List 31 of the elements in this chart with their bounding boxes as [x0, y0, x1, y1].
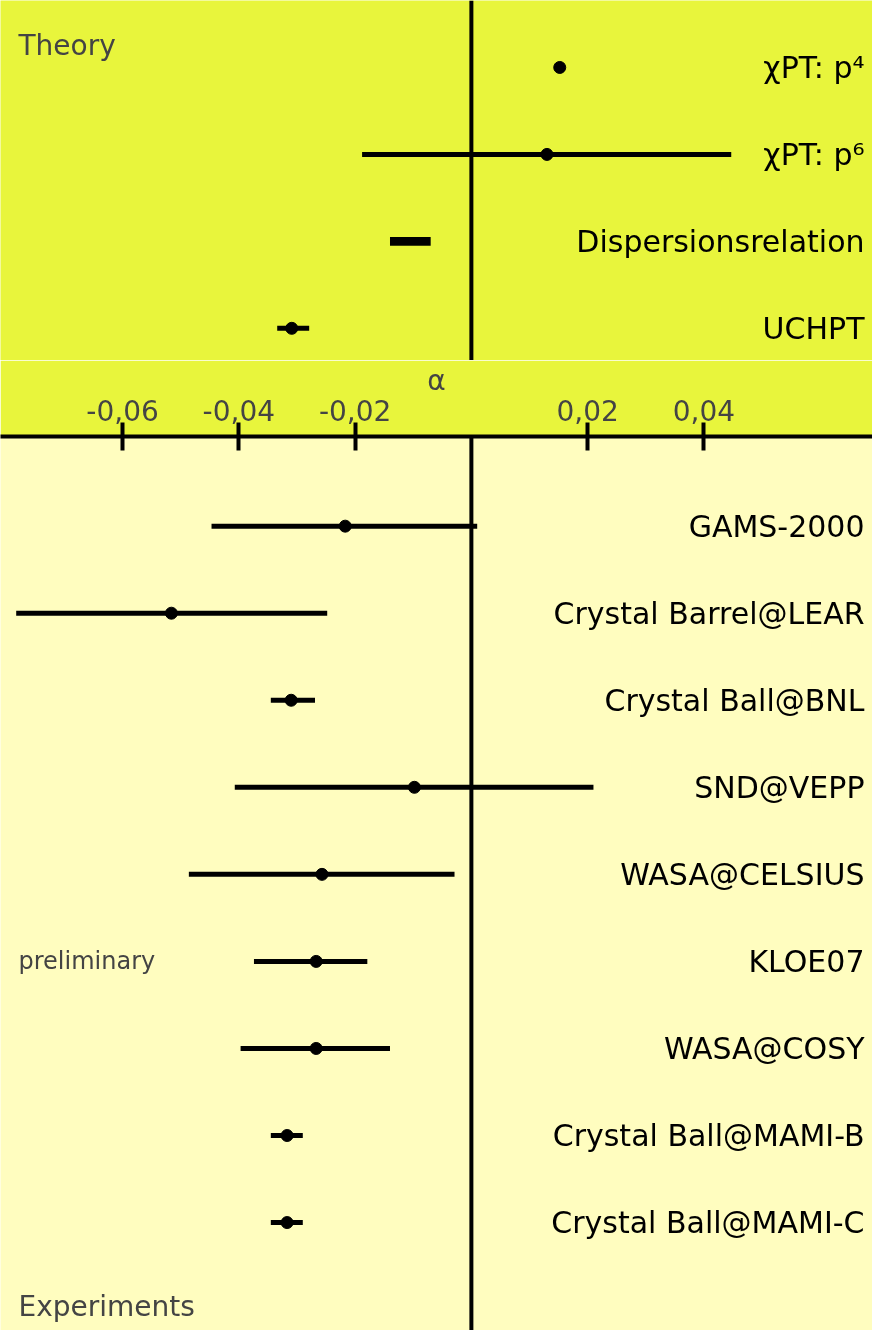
annotation: Experiments: [18, 1290, 195, 1324]
point: [280, 1129, 294, 1142]
point: [309, 1041, 323, 1055]
x-tick-label: 0,04: [672, 394, 736, 428]
y-tick-label: Crystal Ball@MAMI-C: [551, 1205, 865, 1241]
point: [315, 867, 329, 881]
y-tick-label: Crystal Barrel@LEAR: [553, 595, 865, 631]
y-tick-label: GAMS-2000: [688, 508, 865, 544]
y-tick-label: KLOE07: [748, 943, 865, 979]
point: [407, 780, 421, 794]
category-label: χPT: p⁶: [763, 136, 865, 172]
point: [338, 519, 352, 533]
x-axis-title: α: [427, 363, 446, 397]
annotation: preliminary: [18, 947, 156, 976]
point: [309, 954, 323, 968]
point: [164, 606, 178, 620]
point: [284, 693, 298, 707]
x-tick-label: -0,02: [318, 394, 392, 428]
y-tick-label: SND@VEPP: [694, 769, 865, 805]
point: [280, 1216, 294, 1230]
category-label: UCHPT: [762, 310, 865, 346]
category-label: Dispersionsrelation: [576, 223, 865, 259]
y-tick-label: Crystal Ball@BNL: [604, 682, 865, 718]
x-tick-label: -0,06: [86, 394, 159, 428]
y-tick-label: WASA@CELSIUS: [620, 856, 865, 892]
y-tick-label: Crystal Ball@MAMI-B: [552, 1118, 865, 1154]
annotation: Theory: [17, 29, 116, 63]
x-tick-label: -0,04: [202, 394, 276, 428]
y-tick-label: WASA@COSY: [663, 1030, 866, 1066]
category-label: χPT: p⁴: [763, 49, 865, 85]
x-tick-label: 0,02: [556, 394, 619, 428]
